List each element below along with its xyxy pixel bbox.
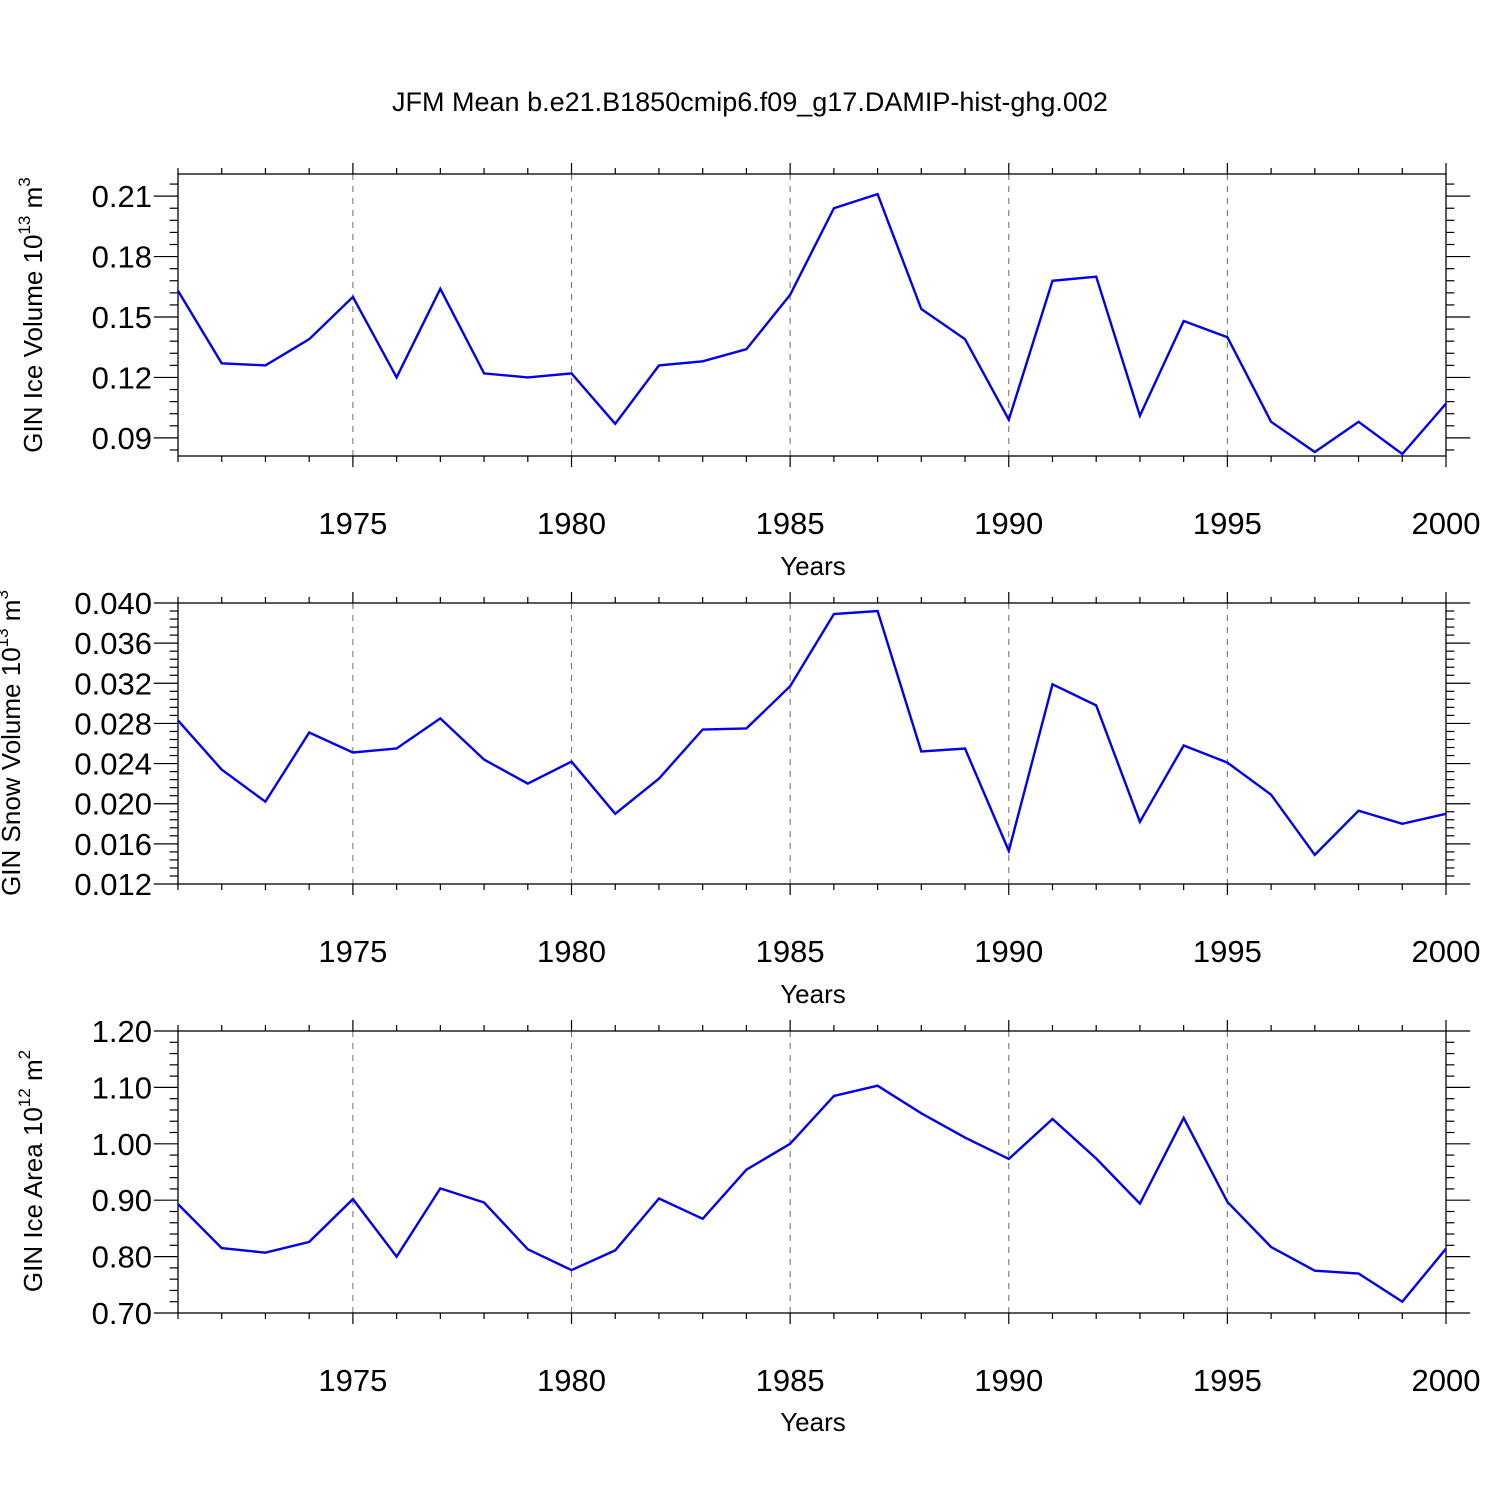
snow-volume-y-tick-label: 0.024 <box>74 747 152 782</box>
snow-volume-y-tick-label: 0.020 <box>74 787 152 822</box>
snow-volume-ylabel-exponent: 13 <box>0 628 12 647</box>
snow-volume-plot-frame <box>177 602 1447 885</box>
ice-area-xlabel: Years <box>780 1407 846 1437</box>
ice-volume-plot-frame <box>177 173 1447 457</box>
ice-area-ylabel-text: GIN Ice Area 10 <box>18 1107 48 1292</box>
ice-area-y-tick-label: 1.20 <box>92 1014 152 1049</box>
snow-volume-ylabel: GIN Snow Volume 1013 m3 <box>0 590 26 896</box>
ice-area-plot-frame <box>177 1030 1447 1314</box>
snow-volume-y-tick-label: 0.012 <box>74 867 152 902</box>
ice-volume-x-tick-label-1995: 1995 <box>1193 506 1262 541</box>
ice-area-panel: Years GIN Ice Area 1012 m2 1975 1980 1985 1… <box>15 1014 1480 1437</box>
figure-title: JFM Mean b.e21.B1850cmip6.f09_g17.DAMIP-… <box>392 87 1108 117</box>
ice-volume-xlabel: Years <box>780 551 846 581</box>
ice-area-y-tick-label: 1.00 <box>92 1127 152 1162</box>
snow-volume-y-tick-label: 0.016 <box>74 827 152 862</box>
snow-volume-y-tick-label: 0.036 <box>74 626 152 661</box>
ice-area-x-tick-label-1980: 1980 <box>537 1363 606 1398</box>
ice-volume-x-tick-label-1985: 1985 <box>756 506 825 541</box>
snow-volume-x-tick-label-1980: 1980 <box>537 934 606 969</box>
ice-volume-y-tick-label: 0.21 <box>92 179 152 214</box>
ice-area-x-tick-label-1985: 1985 <box>756 1363 825 1398</box>
ice-area-x-tick-label-1975: 1975 <box>318 1363 387 1398</box>
ice-area-series-line <box>177 1084 1447 1304</box>
ice-volume-y-tick-label: 0.09 <box>92 421 152 456</box>
ice-volume-ylabel-text: GIN Ice Volume 10 <box>18 235 48 453</box>
ice-area-y-tick-label: 0.70 <box>92 1296 152 1331</box>
ice-area-ylabel: GIN Ice Area 1012 m2 <box>15 1050 48 1292</box>
snow-volume-series-line <box>177 609 1447 857</box>
ice-volume-panel: Years GIN Ice Volume 1013 m3 1975 1980 198… <box>15 163 1480 581</box>
ice-volume-x-tick-label-1990: 1990 <box>974 506 1043 541</box>
ice-volume-series-line <box>176 192 1447 456</box>
snow-volume-x-tick-label-1995: 1995 <box>1193 934 1262 969</box>
ice-area-ylabel-unit-exponent: 2 <box>15 1050 34 1059</box>
ice-area-x-tick-label-2000: 2000 <box>1412 1363 1481 1398</box>
ice-area-ylabel-exponent: 12 <box>15 1088 34 1107</box>
ice-area-x-tick-label-1995: 1995 <box>1193 1363 1262 1398</box>
ice-volume-x-tick-label-2000: 2000 <box>1412 506 1481 541</box>
ice-volume-x-tick-label-1975: 1975 <box>318 506 387 541</box>
snow-volume-y-tick-label: 0.028 <box>74 706 152 741</box>
ice-volume-ylabel: GIN Ice Volume 1013 m3 <box>15 177 48 453</box>
ice-volume-y-tick-label: 0.15 <box>92 300 152 335</box>
snow-volume-ylabel-text: GIN Snow Volume 10 <box>0 647 26 896</box>
snow-volume-ylabel-unit: m <box>0 600 26 629</box>
snow-volume-x-tick-label-1990: 1990 <box>974 934 1043 969</box>
ice-area-x-tick-label-1990: 1990 <box>974 1363 1043 1398</box>
snow-volume-xlabel: Years <box>780 979 846 1009</box>
ice-volume-y-tick-label: 0.18 <box>92 240 152 275</box>
snow-volume-x-tick-label-1975: 1975 <box>318 934 387 969</box>
ice-volume-y-tick-label: 0.12 <box>92 360 152 395</box>
ice-volume-ylabel-exponent: 13 <box>15 216 34 235</box>
ice-area-y-tick-label: 0.80 <box>92 1240 152 1275</box>
ice-volume-ylabel-unit: m <box>18 187 48 216</box>
snow-volume-y-tick-label: 0.032 <box>74 666 152 701</box>
snow-volume-y-tick-label: 0.040 <box>74 586 152 621</box>
snow-volume-x-tick-label-2000: 2000 <box>1412 934 1481 969</box>
ice-volume-ylabel-unit-exponent: 3 <box>15 177 34 186</box>
snow-volume-x-tick-label-1985: 1985 <box>756 934 825 969</box>
ice-volume-x-tick-label-1980: 1980 <box>537 506 606 541</box>
ice-area-y-tick-label: 1.10 <box>92 1070 152 1105</box>
snow-volume-ylabel-unit-exponent: 3 <box>0 590 12 599</box>
ice-area-ylabel-unit: m <box>18 1059 48 1088</box>
ice-area-y-tick-label: 0.90 <box>92 1183 152 1218</box>
snow-volume-panel: Years GIN Snow Volume 1013 m3 1975 1980 19… <box>0 586 1480 1009</box>
